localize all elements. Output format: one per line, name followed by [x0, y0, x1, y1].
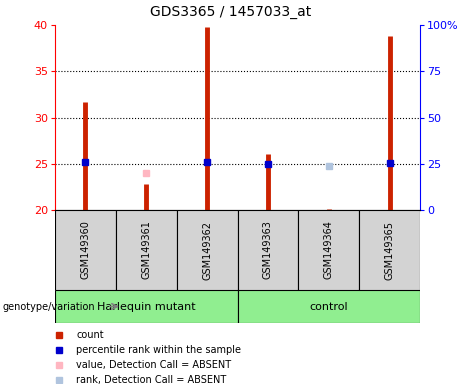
Bar	[55, 290, 237, 323]
Bar	[298, 210, 359, 290]
Text: GSM149360: GSM149360	[80, 220, 90, 280]
Text: Harlequin mutant: Harlequin mutant	[97, 301, 195, 311]
Bar	[359, 210, 420, 290]
Text: rank, Detection Call = ABSENT: rank, Detection Call = ABSENT	[76, 374, 226, 384]
Bar	[116, 210, 177, 290]
Text: genotype/variation: genotype/variation	[2, 301, 95, 311]
Bar	[55, 210, 116, 290]
Text: GDS3365 / 1457033_at: GDS3365 / 1457033_at	[150, 5, 311, 19]
Text: control: control	[309, 301, 348, 311]
Text: count: count	[76, 330, 104, 340]
Text: GSM149365: GSM149365	[384, 220, 395, 280]
Bar	[177, 210, 237, 290]
Bar	[237, 210, 298, 290]
Bar	[237, 290, 420, 323]
Text: GSM149363: GSM149363	[263, 220, 273, 280]
Text: GSM149364: GSM149364	[324, 220, 334, 280]
Text: percentile rank within the sample: percentile rank within the sample	[76, 345, 241, 355]
Text: GSM149362: GSM149362	[202, 220, 212, 280]
Text: value, Detection Call = ABSENT: value, Detection Call = ABSENT	[76, 360, 231, 370]
Text: GSM149361: GSM149361	[141, 220, 151, 280]
